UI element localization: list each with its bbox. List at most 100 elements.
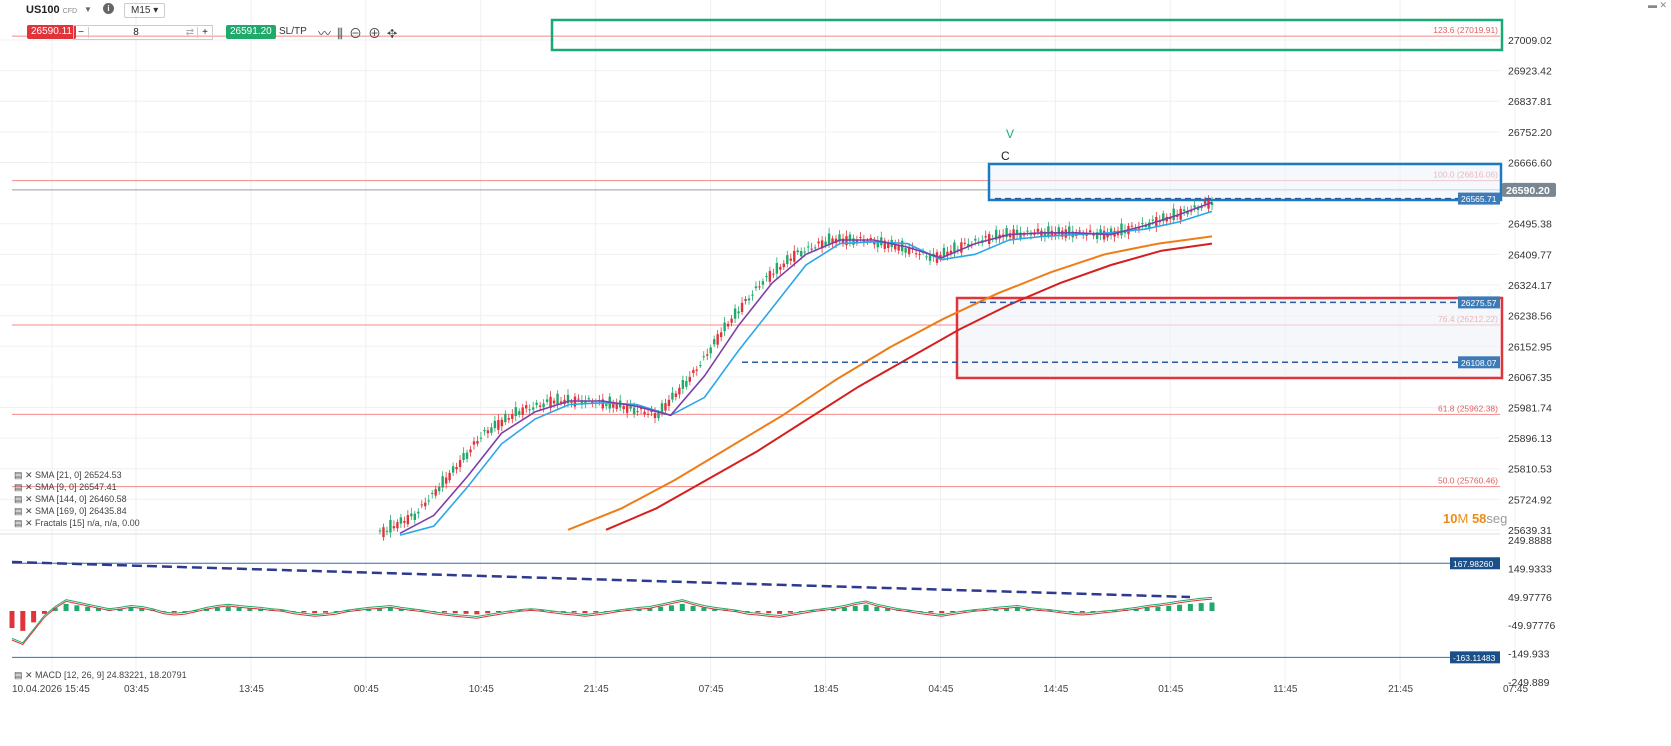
candle-body (914, 253, 918, 255)
indicator-fractals[interactable]: ▤ ✕ Fractals [15] n/a, n/a, 0.00 (14, 518, 140, 528)
crosshair-icon[interactable]: ✥ (387, 26, 404, 41)
quantity-stepper[interactable]: − 8 ⇄ + (73, 25, 213, 40)
macd-histogram-bar (474, 611, 480, 615)
candle-body (1175, 215, 1179, 217)
quantity-field[interactable]: 8 (133, 27, 139, 38)
macd-histogram-bar (312, 611, 318, 614)
candle-body (1019, 232, 1022, 239)
zoom-out-icon[interactable]: ⊖ (349, 26, 369, 41)
candle-body (552, 400, 556, 404)
candle-body (709, 347, 712, 354)
macd-histogram-bar (766, 611, 772, 614)
candle-body (719, 332, 723, 338)
macd-histogram-bar (906, 610, 912, 612)
candle-body (761, 281, 765, 285)
candle-body (389, 519, 392, 533)
candle-body (612, 404, 615, 408)
candle-body (786, 255, 789, 265)
candle-body (737, 311, 740, 314)
candle-body (894, 244, 897, 250)
indicator-sma144[interactable]: ▤ ✕ SMA [144, 0] 26460.58 (14, 494, 127, 504)
candle-body (1029, 234, 1033, 236)
green-zone-box (550, 18, 1504, 52)
macd-histogram-bar (755, 611, 761, 613)
candle-body (768, 271, 772, 282)
buy-button[interactable]: 26591.20 (226, 25, 276, 39)
symbol-tag: CFD (62, 8, 78, 15)
line-chart-icon[interactable]: 〰 (318, 26, 338, 41)
macd-histogram-bar (323, 611, 329, 613)
info-icon[interactable]: i (103, 3, 114, 14)
candle-body (518, 411, 521, 415)
macd-histogram-bar (1090, 611, 1096, 612)
candle-body (646, 413, 650, 415)
indicator-sma169[interactable]: ▤ ✕ SMA [169, 0] 26435.84 (14, 506, 127, 516)
candle-body (740, 302, 744, 313)
timeframe-label: M15 (131, 5, 151, 16)
time-tick-label: 10:45 (469, 684, 494, 695)
macd-histogram-bar (41, 611, 47, 614)
indicator-macd[interactable]: ▤ ✕ MACD [12, 26, 9] 24.83221, 18.20791 (14, 670, 187, 680)
chevron-down-icon[interactable]: ▼ (84, 5, 92, 14)
indicator-label: Fractals [15] n/a, n/a, 0.00 (35, 518, 140, 528)
candle-body (1092, 234, 1095, 236)
macd-histogram-bar (950, 611, 956, 613)
timeframe-select[interactable]: M15 ▾ (124, 3, 166, 18)
minus-button[interactable]: − (74, 27, 89, 38)
swap-icon[interactable]: ⇄ (185, 27, 195, 38)
candle-body (424, 502, 427, 507)
price-tick-label: 26666.60 (1508, 157, 1552, 169)
candle-body (688, 376, 692, 382)
candle-body (765, 276, 768, 278)
plus-button[interactable]: + (197, 27, 212, 38)
candle-body (706, 354, 709, 356)
candle-body (1106, 233, 1109, 238)
macd-histogram-bar (928, 611, 934, 613)
sell-button[interactable]: 26590.11 (27, 25, 76, 39)
candle-body (1099, 229, 1102, 236)
window-controls[interactable]: ▬ ✕ (1647, 0, 1667, 10)
candle-body (497, 419, 500, 430)
candle-body (479, 437, 483, 439)
candle-body (1134, 228, 1137, 230)
candle-body (639, 408, 643, 410)
candle-body (531, 407, 535, 410)
macd-histogram-bar (1209, 602, 1215, 611)
candle-timer: 10M 58seg (1443, 511, 1507, 526)
candle-body (1102, 230, 1106, 240)
zoom-in-icon[interactable]: ⊕ (368, 26, 388, 41)
candle-body (897, 244, 900, 251)
candle-body (486, 430, 490, 434)
current-price-tag (1502, 182, 1556, 197)
sl-tp-button[interactable]: SL/TP (279, 26, 307, 37)
fib-label: 61.8 (25962.38) (1438, 403, 1498, 413)
candle-body (789, 258, 792, 261)
macd-histogram-bar (658, 606, 664, 611)
sma21-line (399, 210, 1213, 536)
macd-histogram-bar (874, 606, 880, 611)
indicator-sma9[interactable]: ▤ ✕ SMA [9, 0] 26547.41 (14, 482, 117, 492)
candle-body (601, 399, 604, 409)
candle-body (949, 250, 953, 254)
candle-body (437, 486, 441, 492)
macd-histogram-bar (225, 606, 231, 611)
macd-histogram-bar (441, 611, 447, 613)
macd-histogram-bar (85, 606, 91, 611)
candle-body (699, 365, 702, 367)
macd-histogram-bar (204, 608, 210, 611)
candle-body (465, 452, 469, 459)
macd-histogram-bar (366, 608, 372, 611)
indicator-sma21[interactable]: ▤ ✕ SMA [21, 0] 26524.53 (14, 470, 122, 480)
macd-histogram-bar (1004, 608, 1010, 611)
macd-histogram-bar (1047, 610, 1053, 611)
macd-histogram-bar (787, 611, 793, 613)
candle-body (744, 299, 747, 301)
candles-icon[interactable]: ⫼ (337, 26, 349, 41)
price-tag-label: 26565.71 (1461, 194, 1497, 204)
candle-body (462, 452, 465, 461)
candle-body (577, 398, 580, 400)
wave-label-v: V (1006, 127, 1014, 141)
macd-histogram-bar (593, 611, 599, 613)
symbol-name[interactable]: US100 CFD (26, 4, 77, 16)
